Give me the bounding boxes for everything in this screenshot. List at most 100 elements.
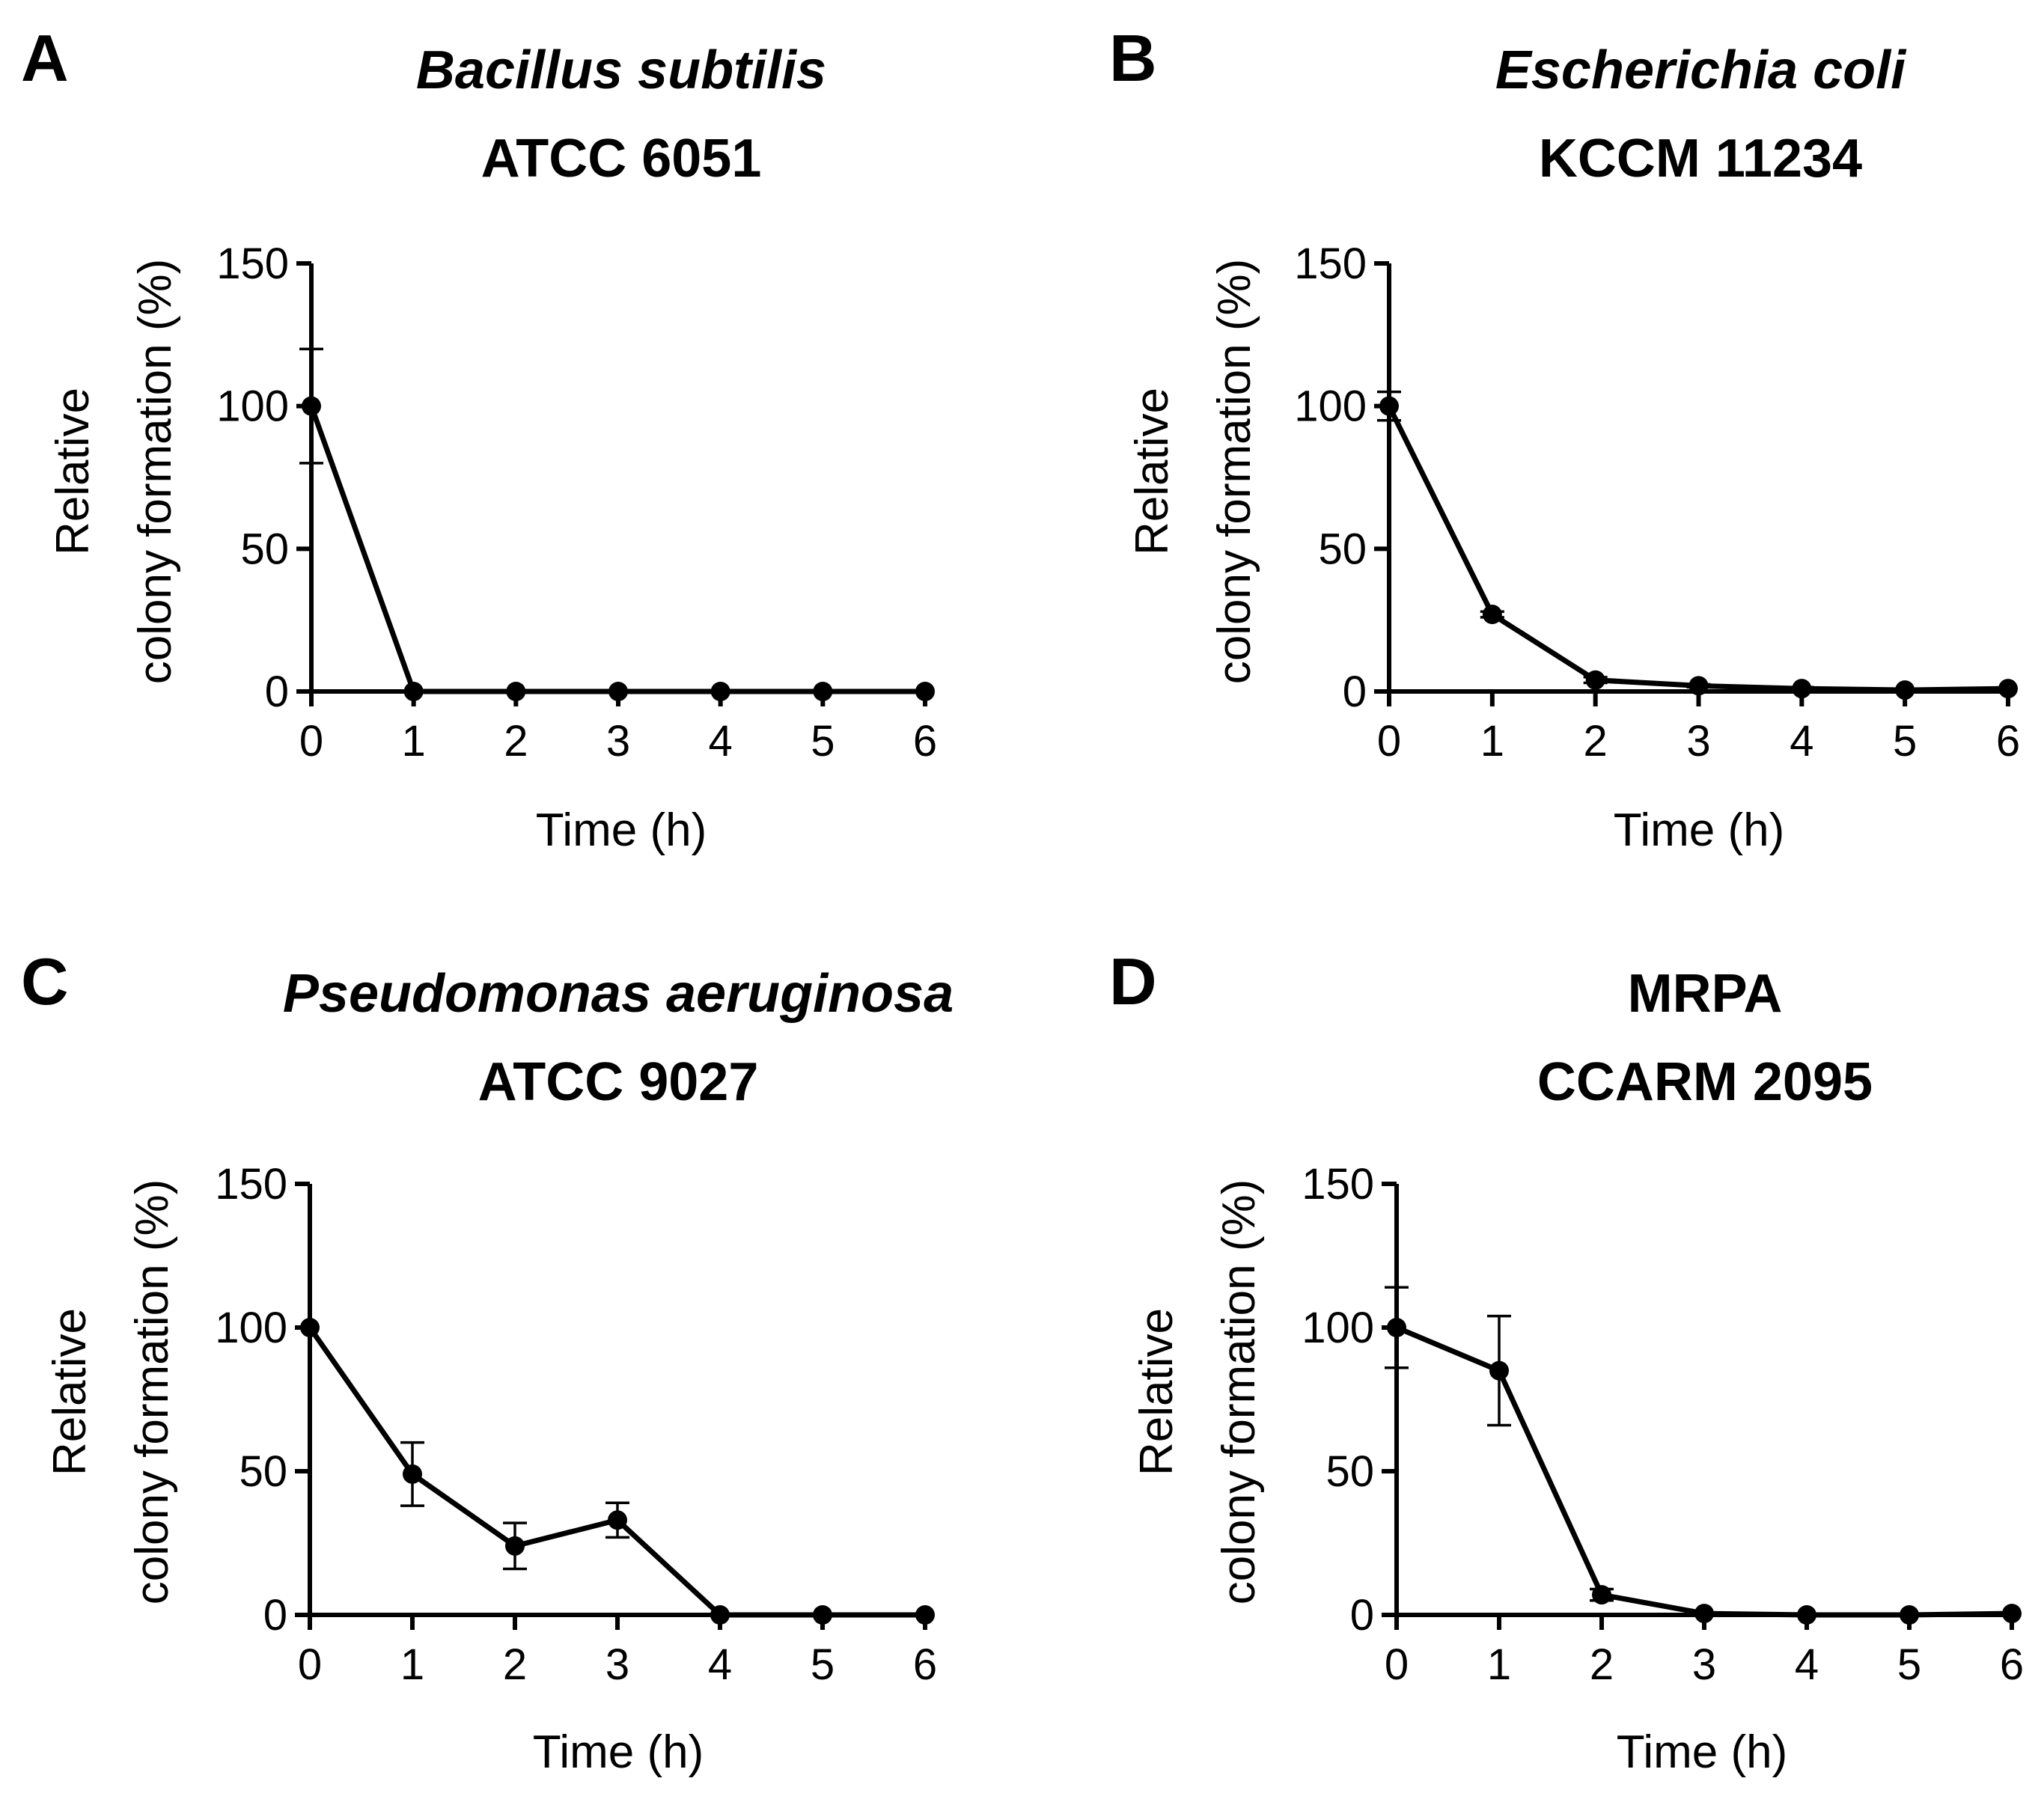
y-tick-label: 0: [1350, 1591, 1374, 1640]
data-point: [300, 1318, 320, 1337]
x-tick-label: 6: [2000, 1640, 2024, 1689]
y-axis-label-line2: colony formation (%): [126, 1179, 178, 1605]
x-tick-label: 3: [1692, 1640, 1716, 1689]
chart-title-line1: Escherichia coli: [1495, 40, 1907, 100]
x-tick-label: 0: [298, 1640, 322, 1689]
panel-letter: C: [21, 944, 69, 1018]
panel-a: A Bacillus subtilis ATCC 6051 Relative c…: [21, 21, 937, 856]
x-tick-label: 3: [1686, 717, 1710, 766]
data-point: [1900, 1605, 1919, 1625]
y-axis-label-line1: Relative: [1126, 388, 1178, 555]
y-tick-label: 0: [1343, 668, 1367, 716]
x-tick-label: 0: [1377, 717, 1401, 766]
chart-title-line1: Pseudomonas aeruginosa: [283, 964, 954, 1024]
data-point: [1387, 1318, 1406, 1337]
data-point: [302, 396, 321, 416]
data-point: [710, 682, 730, 701]
y-tick-label: 50: [1325, 1447, 1374, 1496]
y-axis-label-line1: Relative: [44, 1308, 96, 1476]
x-tick-label: 6: [913, 1640, 937, 1689]
series-line: [1395, 1325, 2013, 1618]
x-tick-label: 6: [913, 717, 937, 766]
y-axis-label-line2: colony formation (%): [1213, 1179, 1265, 1605]
data-point: [403, 682, 424, 701]
data-point: [1482, 605, 1502, 625]
panel-letter: D: [1109, 944, 1157, 1018]
x-axis-label: Time (h): [533, 1726, 704, 1778]
data-point: [403, 1464, 422, 1484]
series-line: [308, 1325, 925, 1618]
plot-area: 0 50 100 150 0 1 2 3 4 5 6: [215, 1160, 937, 1689]
data-point: [813, 1605, 832, 1625]
data-point: [608, 1510, 627, 1530]
x-tick-label: 2: [1590, 1640, 1614, 1689]
data-point: [813, 682, 833, 701]
panel-b: B Escherichia coli KCCM 11234 Relative c…: [1109, 21, 2020, 856]
y-tick-label: 150: [216, 239, 289, 288]
y-tick-label: 50: [240, 525, 289, 573]
chart-title-line2: ATCC 9027: [478, 1052, 759, 1112]
x-tick-label: 3: [606, 717, 630, 766]
series-line: [308, 405, 925, 694]
x-tick-label: 5: [1893, 717, 1917, 766]
data-point: [1792, 679, 1812, 699]
data-point: [505, 1536, 525, 1556]
x-tick-label: 5: [811, 1640, 835, 1689]
x-tick-label: 4: [709, 717, 733, 766]
chart-title-line2: KCCM 11234: [1539, 129, 1862, 189]
data-point: [506, 682, 526, 701]
x-tick-label: 0: [1385, 1640, 1409, 1689]
y-axis-label-line2: colony formation (%): [1209, 259, 1260, 685]
x-tick-label: 2: [504, 717, 528, 766]
data-point: [1694, 1604, 1714, 1624]
data-point: [1688, 676, 1709, 696]
series-line: [1386, 405, 2009, 693]
x-tick-label: 1: [402, 717, 426, 766]
x-tick-label: 2: [1584, 717, 1608, 766]
y-tick-label: 100: [1302, 1304, 1374, 1352]
x-tick-label: 1: [1487, 1640, 1511, 1689]
data-point: [1585, 670, 1605, 690]
data-point: [1379, 396, 1399, 416]
chart-title-line1: MRPA: [1628, 964, 1783, 1024]
data-point: [2002, 1604, 2022, 1624]
x-tick-label: 4: [708, 1640, 732, 1689]
y-tick-label: 150: [215, 1160, 287, 1209]
y-tick-label: 150: [1302, 1160, 1374, 1209]
x-tick-label: 5: [811, 717, 835, 766]
y-tick-label: 150: [1294, 239, 1367, 288]
y-tick-label: 0: [263, 1591, 287, 1640]
y-axis-label-line1: Relative: [1131, 1308, 1183, 1476]
y-tick-label: 50: [239, 1447, 287, 1496]
x-tick-label: 1: [1480, 717, 1504, 766]
y-axis-label-line1: Relative: [47, 388, 99, 555]
x-axis-label: Time (h): [1614, 804, 1784, 856]
x-axis-label: Time (h): [1617, 1726, 1787, 1778]
panel-c: C Pseudomonas aeruginosa ATCC 9027 Relat…: [21, 944, 954, 1778]
data-point: [1592, 1585, 1611, 1605]
x-tick-label: 4: [1790, 717, 1813, 766]
x-tick-label: 3: [605, 1640, 629, 1689]
x-tick-label: 5: [1897, 1640, 1921, 1689]
x-tick-label: 2: [503, 1640, 527, 1689]
x-tick-label: 6: [1996, 717, 2020, 766]
y-axis-label-line2: colony formation (%): [129, 259, 181, 685]
plot-area: 0 50 100 150 0 1 2 3 4 5 6: [216, 239, 937, 766]
plot-area: 0 50 100 150 0 1 2 3 4 5 6: [1302, 1160, 2024, 1689]
y-tick-label: 100: [1294, 382, 1367, 431]
data-point: [1998, 679, 2018, 699]
data-point: [915, 682, 935, 701]
panel-letter: A: [21, 21, 69, 95]
chart-title-line2: CCARM 2095: [1537, 1052, 1873, 1112]
x-tick-label: 4: [1795, 1640, 1819, 1689]
chart-title-line2: ATCC 6051: [481, 129, 762, 189]
x-tick-label: 1: [400, 1640, 424, 1689]
y-tick-label: 100: [215, 1304, 287, 1352]
x-axis-label: Time (h): [536, 804, 707, 856]
x-tick-label: 0: [299, 717, 323, 766]
y-tick-label: 100: [216, 382, 289, 431]
y-tick-label: 0: [265, 668, 289, 716]
chart-title-line1: Bacillus subtilis: [416, 40, 826, 100]
data-point: [608, 682, 628, 701]
